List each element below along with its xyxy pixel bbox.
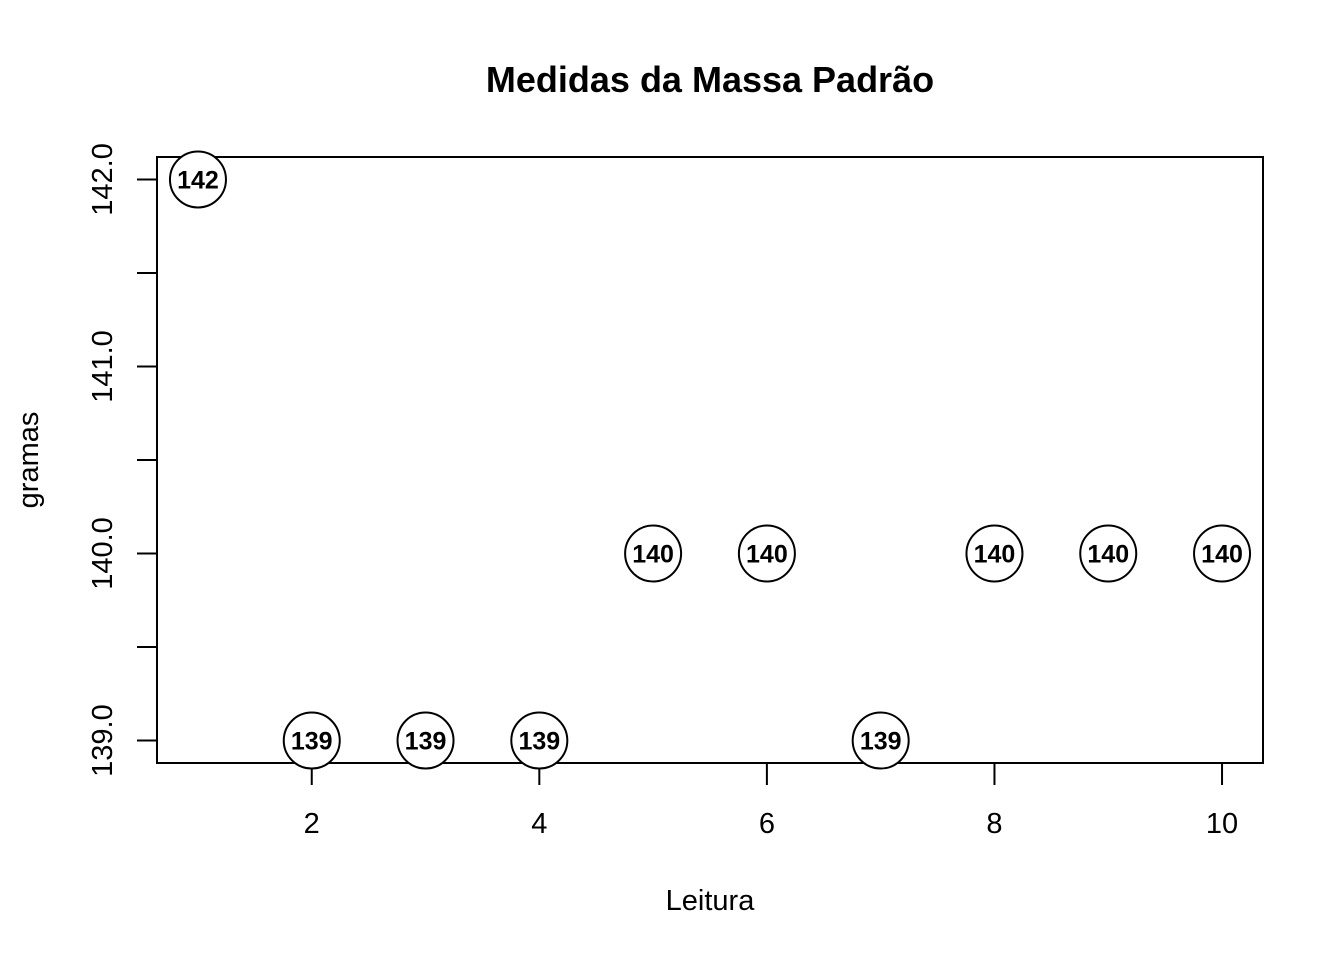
y-axis: 139.0 140.0 141.0 142.0	[87, 143, 158, 777]
point-label: 140	[1201, 541, 1243, 569]
y-tick-label: 142.0	[87, 143, 119, 216]
x-tick-label: 8	[986, 808, 1002, 840]
point-marker	[510, 711, 569, 770]
point-label: 142	[177, 166, 219, 194]
y-axis-label: gramas	[13, 412, 45, 509]
x-tick-label: 4	[531, 808, 547, 840]
data-point: 139	[851, 711, 910, 770]
point-label: 140	[1087, 541, 1129, 569]
data-point: 140	[737, 524, 796, 583]
data-point: 142	[168, 150, 227, 209]
point-marker	[965, 524, 1024, 583]
data-point: 140	[1079, 524, 1138, 583]
point-label: 139	[518, 728, 560, 756]
x-tick-label: 6	[759, 808, 775, 840]
x-tick-label: 2	[304, 808, 320, 840]
point-label: 139	[405, 728, 447, 756]
point-marker	[737, 524, 796, 583]
point-marker	[1193, 524, 1252, 583]
data-point: 140	[1193, 524, 1252, 583]
point-marker	[624, 524, 683, 583]
point-label: 140	[632, 541, 674, 569]
point-marker	[851, 711, 910, 770]
x-axis-label: Leitura	[666, 885, 756, 917]
plot-frame	[156, 156, 1264, 764]
data-points: 142 139 139 139 140 140 139 140 140 140	[168, 150, 1252, 770]
data-point: 140	[965, 524, 1024, 583]
point-marker	[282, 711, 341, 770]
y-tick-label: 141.0	[87, 330, 119, 403]
x-tick-label: 10	[1206, 808, 1238, 840]
data-point: 139	[282, 711, 341, 770]
point-label: 139	[860, 728, 902, 756]
chart-title: Medidas da Massa Padrão	[486, 59, 934, 100]
x-axis: 2 4 6 8 10	[304, 762, 1238, 840]
point-marker	[168, 150, 227, 209]
data-point: 139	[396, 711, 455, 770]
point-label: 140	[974, 541, 1016, 569]
point-marker	[1079, 524, 1138, 583]
point-label: 139	[291, 728, 333, 756]
y-tick-label: 140.0	[87, 517, 119, 590]
point-marker	[396, 711, 455, 770]
data-point: 140	[624, 524, 683, 583]
data-point: 139	[510, 711, 569, 770]
y-tick-label: 139.0	[87, 704, 119, 777]
point-label: 140	[746, 541, 788, 569]
